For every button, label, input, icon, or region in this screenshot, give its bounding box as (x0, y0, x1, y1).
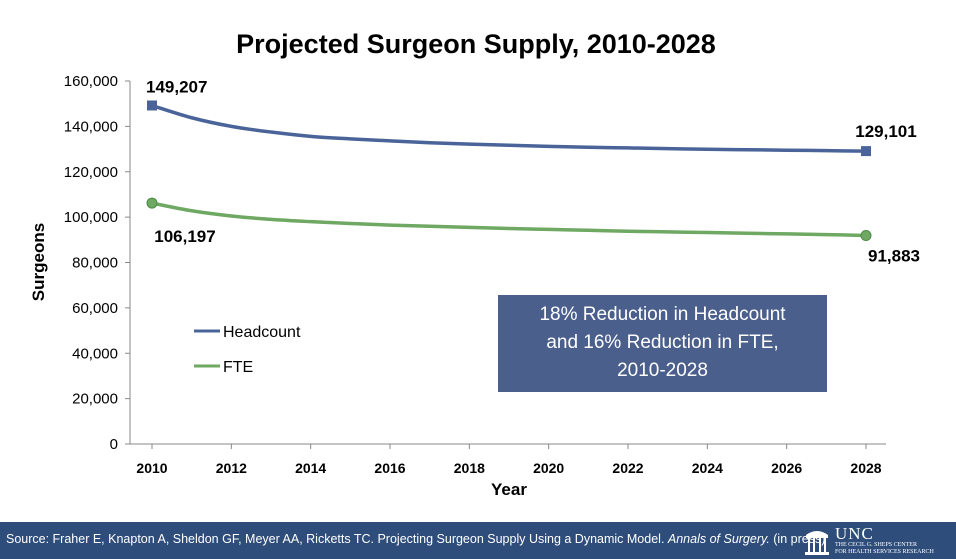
x-tick-label: 2022 (612, 460, 643, 476)
x-tick-label: 2026 (771, 460, 802, 476)
y-tick-label: 0 (110, 436, 118, 453)
x-tick-labels: 2010 2012 2014 2016 2018 2020 2022 2024 2026 2028 (136, 460, 881, 476)
axes (125, 80, 886, 449)
series-lines (150, 103, 868, 238)
unc-logo: UNC THE CECIL G. SHEPS CENTER FOR HEALTH… (801, 524, 951, 557)
journal-name: Annals of Surgery. (667, 532, 770, 546)
series-headcount-marker (861, 146, 871, 157)
x-tick-label: 2014 (295, 460, 326, 476)
y-tick-label: 20,000 (72, 391, 118, 408)
x-axis-label: Year (491, 480, 527, 499)
y-tick-label: 160,000 (64, 73, 118, 90)
series-fte-line (150, 201, 868, 238)
series-headcount-start-label: 149,207 (146, 77, 207, 96)
series-fte-start-label: 106,197 (154, 227, 215, 246)
x-tick-label: 2018 (454, 460, 485, 476)
x-tick-label: 2020 (533, 460, 564, 476)
legend: Headcount FTE (194, 324, 301, 376)
annotation-line-2: and 16% Reduction in FTE, (546, 332, 779, 353)
y-tick-label: 120,000 (64, 164, 118, 181)
chart-title: Projected Surgeon Supply, 2010-2028 (236, 29, 716, 59)
logo-subtitle-1: THE CECIL G. SHEPS CENTER (835, 542, 917, 548)
series-markers (146, 100, 872, 242)
chart: Projected Surgeon Supply, 2010-2028 0 20,… (29, 29, 920, 499)
y-tick-label: 60,000 (72, 300, 118, 317)
source-text: Source: Fraher E, Knapton A, Sheldon GF,… (6, 532, 668, 546)
source-citation: Source: Fraher E, Knapton A, Sheldon GF,… (6, 532, 825, 546)
y-tick-label: 80,000 (72, 255, 118, 272)
data-labels: 149,207 129,101 106,197 91,883 (146, 77, 920, 265)
series-headcount-line (150, 103, 868, 153)
legend-label-headcount: Headcount (223, 324, 301, 341)
y-tick-labels: 0 20,000 40,000 60,000 80,000 100,000 120,000 1… (64, 73, 118, 453)
x-tick-label: 2010 (136, 460, 167, 476)
footer-bar: Source: Fraher E, Knapton A, Sheldon GF,… (0, 522, 956, 559)
series-fte-marker (146, 197, 158, 209)
logo-wordmark: UNC (835, 524, 874, 543)
series-headcount-end-label: 129,101 (855, 122, 916, 141)
annotation-line-3: 2010-2028 (617, 360, 708, 381)
logo-subtitle-2: FOR HEALTH SERVICES RESEARCH (835, 549, 934, 555)
x-tick-label: 2012 (216, 460, 247, 476)
y-tick-label: 140,000 (64, 118, 118, 135)
series-fte-end-label: 91,883 (868, 247, 920, 266)
x-tick-label: 2024 (692, 460, 723, 476)
x-tick-label: 2028 (850, 460, 881, 476)
annotation-box: 18% Reduction in Headcount and 16% Reduc… (498, 295, 827, 392)
old-well-icon (805, 531, 829, 555)
y-tick-label: 100,000 (64, 209, 118, 226)
y-axis-label: Surgeons (29, 223, 48, 301)
series-fte-marker (860, 230, 872, 242)
series-headcount-marker (147, 100, 157, 111)
y-tick-label: 40,000 (72, 345, 118, 362)
x-tick-label: 2016 (374, 460, 405, 476)
legend-label-fte: FTE (223, 359, 253, 376)
annotation-line-1: 18% Reduction in Headcount (539, 304, 786, 325)
